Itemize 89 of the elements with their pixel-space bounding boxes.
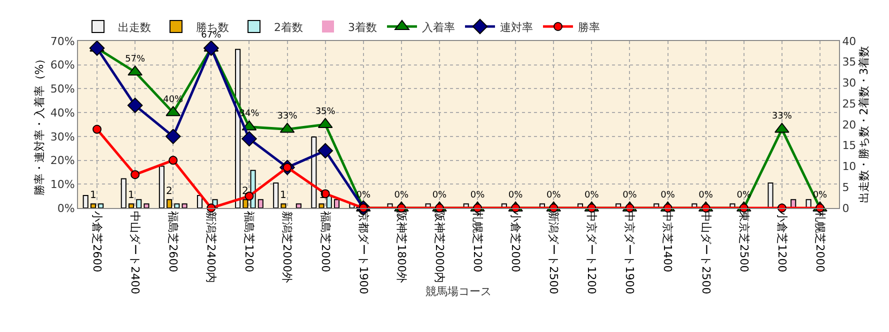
x-tick-label: 阪神芝2000内 [432,211,446,284]
y-tick-label: 30% [50,130,75,144]
bar [158,166,164,208]
y-tick-label: 40% [50,106,75,120]
x-tick-label: 阪神芝1800外 [394,211,408,284]
data-label: 33% [772,112,792,122]
bar [120,178,126,208]
x-tick-label: 小倉芝2600 [90,211,104,272]
data-label: 57% [125,54,146,64]
legend-label: 連対率 [500,20,533,34]
x-tick-label: 小倉芝2000 [508,211,522,272]
bar [258,199,264,208]
data-label: 1 [280,190,286,201]
y-axis-title: 勝率・連対率・入着率（%） [32,53,46,196]
data-label: 1 [90,190,96,201]
x-axis-title: 競馬場コース [426,285,492,298]
data-label: 0% [622,190,638,200]
bar [166,199,172,208]
x-tick-label: 福島芝1200 [242,211,256,272]
bar [296,203,302,208]
data-label: 35% [315,106,336,117]
y-tick-label: 70% [50,34,75,48]
point [204,40,219,56]
bar [182,203,188,208]
y2-tick-label: 35 [842,56,856,69]
x-tick-label: 東京芝2500 [737,211,750,272]
point [130,170,140,180]
point [165,128,181,144]
point [318,143,333,158]
x-tick-label: 新潟芝2400内 [204,211,218,284]
bar [196,194,203,208]
legend-label: 2着数 [274,20,303,34]
y-tick-label: 60% [50,58,75,72]
data-label: 2 [166,186,172,197]
x-tick-label: 札幌芝1200 [470,211,484,272]
y-tick-label: 0% [57,202,75,215]
y2-tick-label: 40 [842,34,856,48]
y2-tick-label: 25 [842,97,856,110]
x-tick-label: 中山ダート2400 [128,211,142,294]
y2-tick-label: 30 [842,76,856,90]
x-tick-label: 新潟ダート2500 [547,211,560,294]
x-tick-label: 新潟芝2000外 [280,211,294,284]
x-tick-label: 中山ダート2500 [699,211,712,294]
y-tick-label: 50% [50,82,75,96]
legend-label: 入着率 [422,20,455,34]
y2-tick-label: 0 [842,202,850,215]
x-tick-label: 札幌芝2000 [813,211,826,272]
point [92,124,102,134]
y-tick-label: 20% [50,154,75,168]
bar [280,203,286,208]
data-label: 0% [660,190,676,200]
legend-label: 3着数 [348,20,377,34]
y2-tick-label: 15 [842,139,856,152]
y2-tick-label: 20 [842,118,856,132]
bar [174,203,180,208]
point [127,98,143,114]
bar [318,203,324,208]
bar [128,203,134,208]
data-label: 0% [470,190,486,200]
data-label: 0% [584,190,600,200]
bar [334,199,340,208]
data-label: 0% [432,190,448,200]
x-tick-label: 福島芝2000 [318,211,332,272]
x-tick-label: 小倉芝1200 [775,211,788,272]
bar [768,182,774,208]
data-label: 33% [277,112,298,122]
point [168,156,178,165]
y2-tick-label: 10 [842,160,856,174]
data-label: 0% [394,190,410,200]
y2-axis-title: 出走数・勝ち数・2着数・3着数 [857,46,870,203]
point [774,122,790,133]
y-tick-label: 10% [50,178,75,191]
x-tick-label: 京都ダート1900 [356,211,370,294]
bar [98,203,104,208]
bar [90,203,96,208]
point [242,131,257,146]
point [89,40,105,56]
bar [273,182,279,208]
data-label: 0% [546,190,562,200]
data-label: 1 [128,190,134,201]
legend-label: 勝率 [578,20,600,34]
bar [144,203,150,208]
data-label: 0% [508,190,524,200]
legend-label: 出走数 [118,20,151,34]
bar [136,199,142,208]
data-label: 0% [698,190,714,200]
x-tick-label: 福島芝2600 [166,211,180,272]
bar [82,194,88,208]
y2-tick-label: 5 [842,180,850,194]
